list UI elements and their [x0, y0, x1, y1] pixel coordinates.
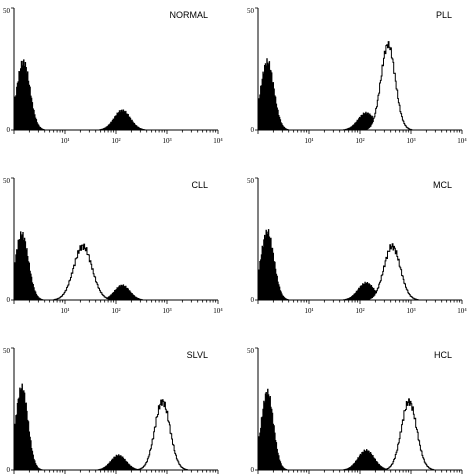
histogram-control-series	[257, 388, 462, 471]
y-tick-label: 0	[7, 296, 11, 304]
y-tick-label: 0	[251, 126, 255, 134]
panel-title: CLL	[191, 180, 208, 190]
x-tick-label: 10²	[111, 307, 120, 315]
y-tick-label: 50	[3, 177, 11, 185]
histogram-control-series	[13, 231, 218, 301]
histogram-control-series	[257, 229, 462, 301]
x-tick-label: 10²	[355, 307, 364, 315]
x-tick-label: 10¹	[304, 307, 313, 315]
x-tick-label: 10¹	[304, 137, 313, 145]
histogram-panel: 0 50 SLVL	[3, 347, 219, 474]
histogram-panel: 0 50 10¹ 10² 10³ 10⁴ PLL	[247, 7, 467, 145]
x-tick-label: 10⁴	[213, 137, 223, 145]
x-tick-label: 10¹	[60, 137, 69, 145]
histogram-panel: 0 50 HCL	[247, 347, 463, 474]
x-tick-label: 10³	[406, 137, 415, 145]
histogram-panel: 0 50 10¹ 10² 10³ 10⁴ MCL	[247, 177, 467, 315]
panel-title: MCL	[433, 180, 452, 190]
y-tick-label: 50	[3, 7, 11, 15]
y-tick-label: 50	[247, 7, 255, 15]
y-tick-label: 0	[251, 296, 255, 304]
y-tick-label: 50	[3, 347, 11, 355]
y-tick-label: 50	[247, 177, 255, 185]
panel-title: NORMAL	[169, 10, 208, 20]
x-tick-label: 10³	[162, 307, 171, 315]
histogram-control-series	[257, 58, 462, 131]
histogram-panel: 0 50 10¹ 10² 10³ 10⁴ CLL	[3, 177, 223, 315]
x-tick-label: 10⁴	[213, 307, 223, 315]
x-tick-label: 10¹	[60, 307, 69, 315]
x-tick-label: 10⁴	[457, 307, 467, 315]
x-tick-label: 10⁴	[457, 137, 467, 145]
y-tick-label: 0	[251, 466, 255, 474]
histogram-control-series	[13, 383, 218, 471]
panel-title: HCL	[434, 350, 452, 360]
y-tick-label: 0	[7, 466, 11, 474]
histogram-test-series	[258, 41, 462, 131]
panel-title: SLVL	[187, 350, 208, 360]
y-tick-label: 50	[247, 347, 255, 355]
histogram-panel: 0 50 10¹ 10² 10³ 10⁴ NORMAL	[3, 7, 223, 145]
x-tick-label: 10²	[355, 137, 364, 145]
y-tick-label: 0	[7, 126, 11, 134]
x-tick-label: 10³	[406, 307, 415, 315]
histogram-control-series	[14, 109, 218, 131]
panel-title: PLL	[436, 10, 452, 20]
x-tick-label: 10²	[111, 137, 120, 145]
x-tick-label: 10³	[162, 137, 171, 145]
